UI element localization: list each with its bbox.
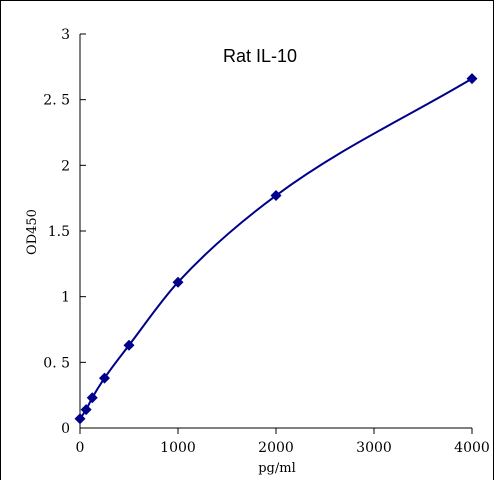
data-point (172, 276, 184, 288)
series-curve (79, 77, 473, 420)
data-point (80, 404, 92, 416)
y-tick-label: 1.5 (48, 224, 70, 240)
x-axis-label: pg/ml (258, 461, 296, 476)
x-tick-label: 3000 (356, 440, 392, 456)
y-tick-label: 2 (61, 158, 70, 174)
y-axis-label: OD450 (25, 209, 40, 255)
x-tick-label: 2000 (258, 440, 294, 456)
data-point (74, 413, 86, 425)
data-point (270, 190, 282, 202)
ticks: 0 0. 5 1 1.5 2 2. 5 3 0 1000 2000 3000 4000 (43, 27, 490, 456)
data-point (86, 392, 98, 404)
data-point (466, 73, 478, 85)
chart-title: Rat IL-10 (223, 46, 297, 66)
x-tick-label: 4000 (454, 440, 490, 456)
y-tick-label: 2. 5 (43, 93, 70, 109)
data-point (99, 372, 110, 384)
y-tick-label: 0. 5 (43, 355, 70, 371)
x-tick-label: 1000 (160, 440, 196, 456)
data-point (123, 339, 135, 351)
x-tick-label: 0 (76, 440, 85, 456)
data-points (74, 73, 478, 425)
y-tick-label: 3 (61, 27, 70, 43)
y-tick-label: 1 (61, 290, 70, 306)
axes (79, 34, 472, 429)
y-tick-label: 0 (61, 421, 70, 437)
